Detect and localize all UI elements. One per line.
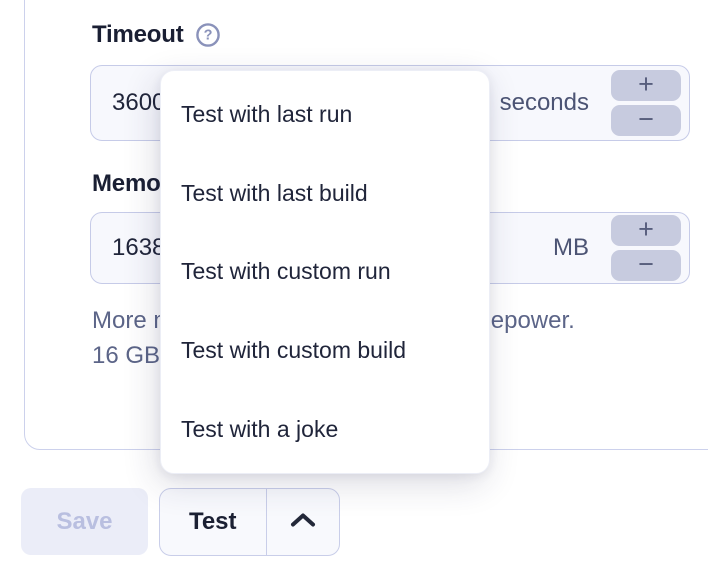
menu-item-test-with-custom-run[interactable]: Test with custom run [181,258,391,285]
plus-icon: + [638,214,654,244]
memory-increment-button[interactable]: + [611,215,681,246]
memory-stepper: + − [611,215,681,281]
svg-text:?: ? [203,28,212,44]
minus-icon: − [638,104,654,134]
chevron-up-icon [289,511,317,534]
test-options-menu: Test with last run Test with last build … [160,70,490,474]
help-icon[interactable]: ? [195,22,221,48]
timeout-increment-button[interactable]: + [611,70,681,101]
timeout-unit: seconds [499,89,589,116]
timeout-decrement-button[interactable]: − [611,105,681,136]
test-split-button: Test [159,488,340,556]
minus-icon: − [638,249,654,279]
menu-item-test-with-custom-build[interactable]: Test with custom build [181,337,406,364]
timeout-label-row: Timeout ? [92,21,221,49]
test-menu-toggle[interactable] [267,489,339,555]
split-button-divider [265,489,267,555]
save-button[interactable]: Save [21,488,148,555]
memory-decrement-button[interactable]: − [611,250,681,281]
menu-item-test-with-last-run[interactable]: Test with last run [181,100,353,127]
memory-help-line2: 16 GB [92,342,161,369]
menu-item-test-with-a-joke[interactable]: Test with a joke [181,416,339,443]
memory-unit: MB [553,234,589,261]
menu-item-test-with-last-build[interactable]: Test with last build [181,179,368,206]
test-button[interactable]: Test [188,508,237,535]
timeout-stepper: + − [611,70,681,136]
plus-icon: + [638,69,654,99]
timeout-label: Timeout [92,21,184,48]
